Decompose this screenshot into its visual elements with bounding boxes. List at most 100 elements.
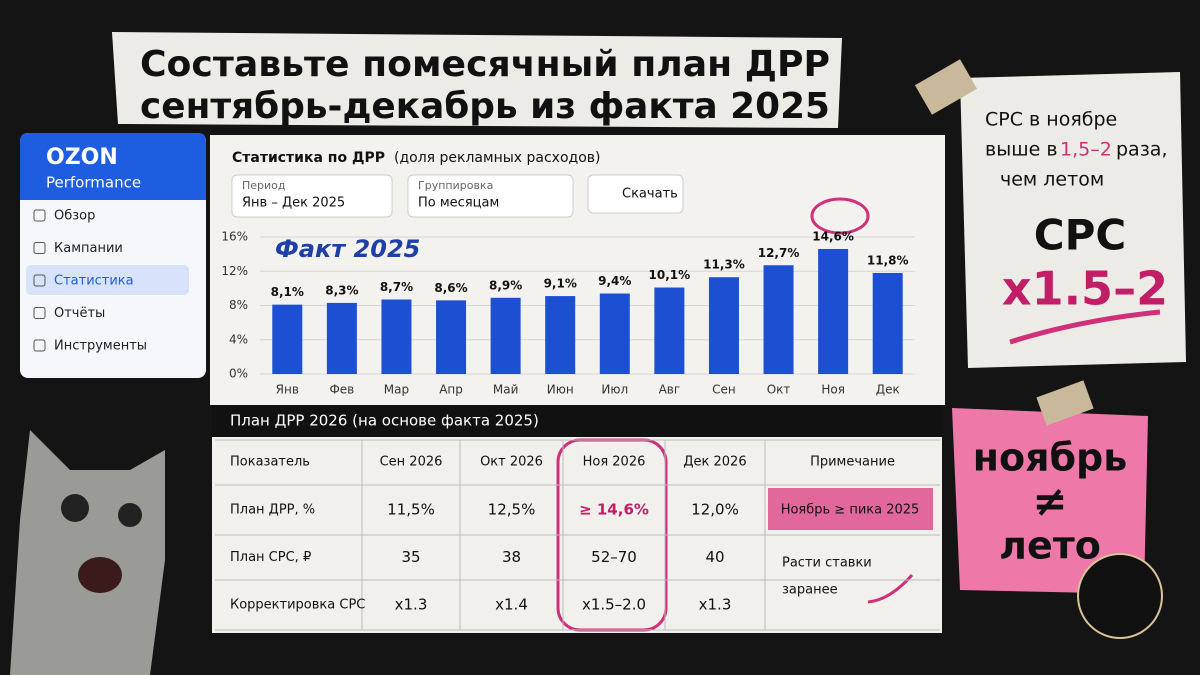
active-item (26, 265, 189, 295)
underline (1009, 309, 1161, 345)
note-highlight (768, 488, 933, 530)
pink-text: ноябрь (973, 436, 1128, 480)
table-cell: 38 (502, 548, 521, 566)
menu-item: Статистика (54, 274, 134, 289)
x-tick-label: Окт (767, 383, 791, 397)
bar (490, 297, 521, 374)
value-label: 11,8% (867, 253, 909, 267)
value-label: 8,3% (325, 283, 358, 297)
x-tick-label: Авг (659, 383, 681, 397)
table-title-bar (212, 405, 942, 437)
brand: OZON (46, 145, 118, 170)
table-cell: x1.3 (395, 596, 428, 614)
pink-note (952, 408, 1148, 594)
x-tick-label: Май (493, 383, 519, 397)
value-label: 14,6% (812, 229, 854, 243)
pink-text: лето (999, 524, 1101, 568)
table-note: заранее (782, 583, 838, 598)
bar (272, 304, 303, 374)
bar (654, 287, 685, 374)
table-cell: x1.5–2.0 (582, 596, 646, 614)
table-cell: План CPC, ₽ (230, 550, 311, 565)
control-label: Период (242, 179, 286, 192)
chart-title-note: (доля рекламных расходов) (394, 150, 601, 166)
table-cell: x1.3 (699, 596, 732, 614)
title-paper (112, 32, 842, 128)
button-label: Скачать (622, 187, 678, 202)
table-note: Ноябрь ≥ пика 2025 (781, 503, 920, 518)
sidebar-header (20, 133, 206, 200)
x-tick-label: Мар (384, 383, 409, 397)
pink-text: ≠ (1032, 477, 1067, 526)
bar (326, 302, 357, 374)
table-header: Сен 2026 (380, 455, 443, 470)
x-tick-label: Янв (276, 383, 299, 397)
title-line: Составьте помесячный план ДРР (140, 44, 830, 85)
y-tick-label: 0% (229, 367, 248, 381)
x-tick-label: Сен (712, 383, 736, 397)
table-header: Показатель (230, 455, 310, 470)
bar (545, 296, 576, 374)
logo (1077, 553, 1163, 639)
arrow (867, 574, 914, 604)
download-button[interactable] (587, 174, 684, 214)
x-tick-label: Фев (329, 383, 354, 397)
tape (1036, 380, 1094, 426)
y-tick-label: 8% (229, 298, 248, 312)
menu-item: Инструменты (54, 339, 147, 354)
note-big: x1.5–2 (1002, 262, 1168, 316)
table-cell: 12,0% (691, 501, 739, 519)
value-label: 9,4% (598, 274, 631, 288)
cat-mouth (78, 557, 122, 593)
value-label: 8,1% (271, 285, 304, 299)
value-label: 10,1% (649, 268, 691, 282)
peak-ring (810, 197, 870, 235)
table-header: Окт 2026 (480, 455, 543, 470)
control-label: Группировка (418, 179, 493, 192)
x-tick-label: Апр (439, 383, 463, 397)
control-value: Янв – Дек 2025 (242, 196, 345, 211)
cat-eye (61, 494, 89, 522)
table-header: Дек 2026 (683, 455, 746, 470)
table-header: Ноя 2026 (583, 455, 646, 470)
bar (599, 293, 630, 374)
menu-item: Обзор (54, 209, 95, 224)
note-text: раза, (1116, 139, 1168, 161)
table-cell: ≥ 14,6% (579, 501, 649, 519)
x-tick-label: Июн (547, 383, 574, 397)
value-label: 8,9% (489, 278, 522, 292)
y-tick-label: 16% (221, 230, 248, 244)
bar (381, 299, 412, 374)
table-cell: 35 (401, 548, 420, 566)
x-tick-label: Июл (601, 383, 628, 397)
cat-eye (118, 503, 142, 527)
note-text: CPC в ноябре (985, 109, 1117, 131)
value-label: 8,6% (434, 281, 467, 295)
value-label: 11,3% (703, 258, 745, 272)
table-cell: План ДРР, % (230, 503, 315, 518)
y-tick-label: 4% (229, 332, 248, 346)
menu-icon (33, 307, 46, 319)
menu-item: Отчёты (54, 306, 105, 321)
group-select[interactable] (407, 174, 574, 218)
menu-item: Кампании (54, 241, 123, 256)
value-label: 9,1% (544, 277, 577, 291)
bar (763, 265, 794, 374)
title-line: сентябрь-декабрь из факта 2025 (140, 86, 830, 127)
right-note (960, 72, 1186, 368)
tape (914, 59, 978, 115)
note-big: CPC (1034, 211, 1126, 260)
control-value: По месяцам (418, 196, 499, 211)
x-tick-label: Ноя (821, 383, 845, 397)
table-cell: x1.4 (495, 596, 528, 614)
note-text: 1,5–2 (1060, 139, 1112, 161)
table-note: Расти ставки (782, 556, 872, 571)
content: Составьте помесячный план ДРРсентябрь-де… (33, 44, 1168, 631)
annotation: Факт 2025 (275, 235, 420, 263)
chart-title: Статистика по ДРР (232, 150, 385, 166)
value-label: 8,7% (380, 280, 413, 294)
table-header: Примечание (810, 455, 895, 470)
period-select[interactable] (231, 174, 393, 218)
brand-sub: Performance (46, 174, 141, 192)
